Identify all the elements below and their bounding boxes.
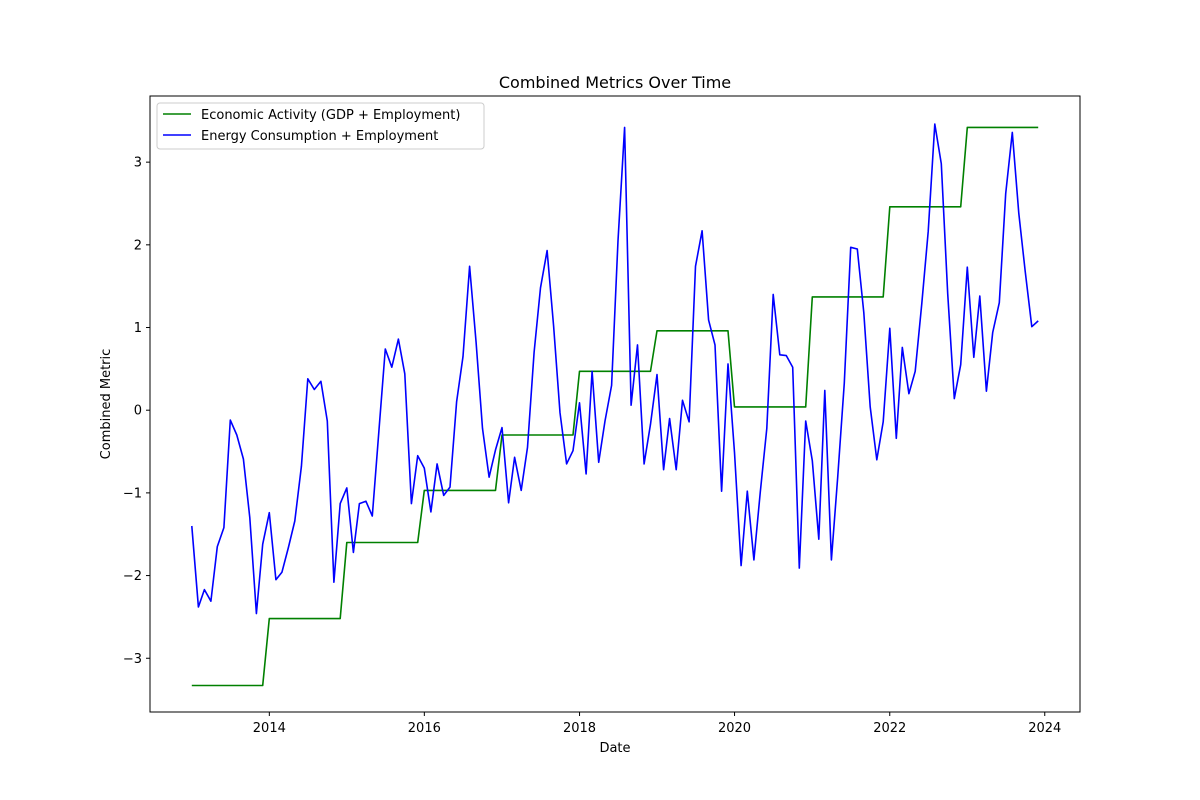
x-axis-ticks: 2014 2016 2018 2020 2022 2024 [253, 712, 1061, 736]
x-tick-label: 2018 [563, 721, 596, 736]
legend-label-energy: Energy Consumption + Employment [201, 129, 438, 144]
legend: Economic Activity (GDP + Employment) Ene… [156, 102, 485, 150]
legend-box [156, 102, 485, 150]
y-axis-label: Combined Metric [99, 349, 114, 460]
y-tick-label: 2 [134, 238, 142, 253]
x-tick-label: 2022 [873, 721, 906, 736]
y-tick-label: −2 [123, 569, 142, 584]
plot-area [149, 95, 1081, 713]
x-axis-label: Date [599, 741, 630, 756]
y-axis-ticks: −3 −2 −1 0 1 2 3 [123, 156, 150, 667]
y-tick-label: 1 [134, 321, 142, 336]
series-layer [191, 123, 1039, 687]
x-tick-label: 2014 [253, 721, 286, 736]
y-tick-label: 0 [134, 404, 142, 419]
y-tick-label: −3 [123, 652, 142, 667]
x-tick-label: 2016 [408, 721, 441, 736]
x-tick-label: 2020 [718, 721, 751, 736]
y-tick-label: 3 [134, 156, 142, 171]
x-tick-label: 2024 [1028, 721, 1061, 736]
axes-frame [149, 95, 1081, 713]
chart-title: Combined Metrics Over Time [499, 73, 731, 92]
series-line-economic [191, 126, 1039, 687]
series-line-energy [191, 123, 1039, 615]
y-tick-label: −1 [123, 486, 142, 501]
legend-label-economic: Economic Activity (GDP + Employment) [201, 108, 460, 123]
